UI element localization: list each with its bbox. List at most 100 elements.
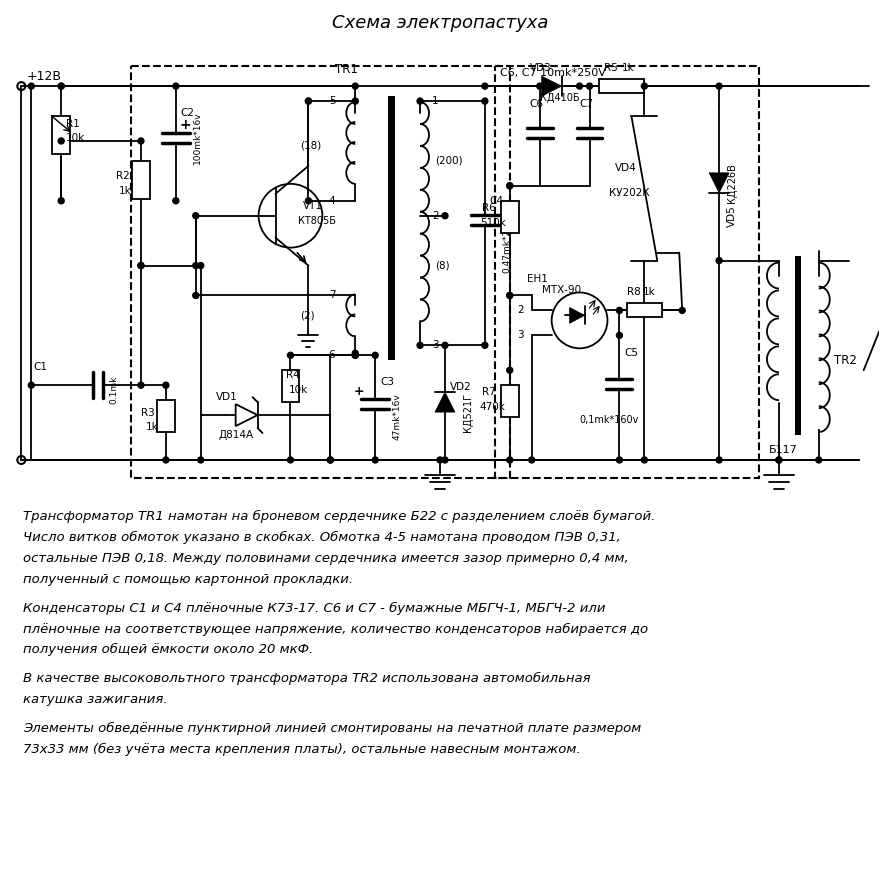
Text: +: + (353, 384, 364, 398)
Text: полученный с помощью картонной прокладки.: полученный с помощью картонной прокладки… (23, 573, 354, 586)
Circle shape (193, 292, 199, 299)
Circle shape (288, 352, 293, 358)
Circle shape (576, 83, 583, 89)
Circle shape (58, 198, 64, 204)
Circle shape (507, 457, 513, 463)
Circle shape (816, 457, 822, 463)
Circle shape (352, 352, 358, 358)
Text: R5: R5 (605, 63, 619, 73)
Text: Число витков обмоток указано в скобках. Обмотка 4-5 намотана проводом ПЭВ 0,31,: Число витков обмоток указано в скобках. … (23, 531, 621, 544)
Text: R7: R7 (482, 387, 495, 397)
Circle shape (198, 263, 204, 268)
Circle shape (163, 383, 169, 388)
Text: R2: R2 (116, 171, 129, 181)
Circle shape (437, 457, 443, 463)
Circle shape (529, 457, 535, 463)
Circle shape (58, 138, 64, 144)
Circle shape (442, 457, 448, 463)
Text: 0,1mk*160v: 0,1mk*160v (580, 415, 639, 425)
Circle shape (193, 213, 199, 219)
Text: 0.1mk: 0.1mk (109, 376, 118, 404)
Text: R3: R3 (141, 408, 155, 418)
Circle shape (305, 98, 312, 104)
Text: Конденсаторы С1 и С4 плёночные К73-17. С6 и С7 - бумажные МБГЧ-1, МБГЧ-2 или: Конденсаторы С1 и С4 плёночные К73-17. С… (23, 602, 605, 614)
Text: TR1: TR1 (335, 63, 358, 76)
Text: 470k: 470k (480, 402, 506, 412)
Text: 5: 5 (329, 96, 335, 106)
Polygon shape (542, 76, 561, 96)
Text: 4: 4 (329, 196, 335, 206)
Circle shape (776, 457, 782, 463)
Text: (200): (200) (435, 156, 463, 166)
Text: C2: C2 (180, 108, 194, 118)
Circle shape (587, 83, 592, 89)
Circle shape (617, 333, 622, 338)
Text: плёночные на соответствующее напряжение, количество конденсаторов набирается до: плёночные на соответствующее напряжение,… (23, 622, 649, 636)
Circle shape (138, 138, 144, 144)
Text: 100mk*16v: 100mk*16v (193, 112, 202, 164)
Circle shape (28, 383, 34, 388)
Text: 2: 2 (432, 211, 438, 221)
Text: 2: 2 (517, 306, 524, 316)
Text: КД410Б: КД410Б (539, 93, 579, 103)
Circle shape (352, 352, 358, 358)
Text: VD1: VD1 (216, 392, 238, 402)
Text: КД521Г: КД521Г (463, 392, 473, 432)
Circle shape (193, 263, 199, 268)
Circle shape (172, 83, 179, 89)
Circle shape (642, 457, 648, 463)
Circle shape (617, 308, 622, 314)
Bar (388, 96, 395, 360)
Circle shape (327, 457, 334, 463)
Bar (501, 385, 518, 417)
Text: остальные ПЭВ 0,18. Между половинами сердечника имеется зазор примерно 0,4 мм,: остальные ПЭВ 0,18. Между половинами сер… (23, 552, 629, 565)
Circle shape (163, 457, 169, 463)
Text: VD5: VD5 (727, 205, 737, 226)
Circle shape (172, 198, 179, 204)
Circle shape (327, 457, 334, 463)
Bar (282, 370, 299, 402)
Bar (795, 256, 801, 435)
Circle shape (305, 198, 312, 204)
Text: 1k: 1k (621, 63, 634, 73)
Text: КТ805Б: КТ805Б (298, 215, 336, 225)
Circle shape (716, 257, 722, 264)
Text: 1: 1 (626, 306, 632, 316)
Circle shape (138, 263, 144, 268)
Text: катушка зажигания.: катушка зажигания. (23, 693, 168, 706)
Text: (8): (8) (435, 260, 450, 271)
Text: 3: 3 (517, 331, 524, 341)
Text: 10k: 10k (66, 133, 85, 143)
Text: Д814А: Д814А (219, 430, 253, 440)
Text: Б117: Б117 (769, 445, 797, 455)
Text: С7: С7 (580, 99, 593, 109)
Circle shape (198, 457, 204, 463)
Bar (495, 66, 759, 478)
Text: C3: C3 (380, 377, 394, 387)
Text: 47mk*16v: 47mk*16v (392, 393, 401, 441)
Circle shape (507, 367, 513, 373)
Text: С5: С5 (625, 349, 638, 358)
Circle shape (507, 292, 513, 299)
Circle shape (442, 213, 448, 219)
Text: 6: 6 (329, 350, 335, 360)
Circle shape (716, 457, 722, 463)
Text: +: + (180, 118, 192, 132)
Text: В качестве высоковольтного трансформатора TR2 использована автомобильная: В качестве высоковольтного трансформатор… (23, 672, 591, 686)
Circle shape (507, 183, 513, 189)
Text: R6: R6 (482, 203, 495, 213)
Circle shape (417, 98, 423, 104)
Text: 1: 1 (432, 96, 438, 106)
Text: Схема электропастуха: Схема электропастуха (332, 14, 548, 32)
Text: 1k: 1k (642, 288, 655, 298)
Text: 1k: 1k (146, 422, 158, 432)
Bar (599, 80, 644, 93)
Bar (157, 401, 175, 432)
Bar (501, 201, 518, 232)
Circle shape (679, 308, 686, 314)
Text: 7: 7 (329, 291, 335, 300)
Polygon shape (709, 173, 730, 193)
Text: R1: R1 (66, 119, 80, 129)
Circle shape (305, 98, 312, 104)
Text: R8: R8 (627, 288, 642, 298)
